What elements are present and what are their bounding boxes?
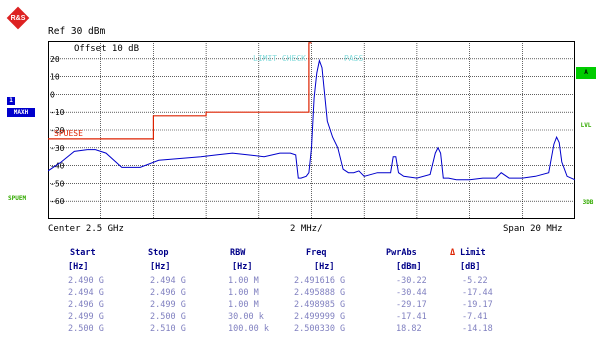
lvl-label: LVL [580,122,592,129]
table-cell: -17.41 [396,312,427,322]
table-cell: 2.500 G [150,312,186,322]
table-cell: -5.22 [462,276,488,286]
three-db-label: 3DB [582,199,594,206]
table-cell: 2.495888 G [294,288,346,298]
table-row: 2.499 G 2.500 G 30.00 k 2.499999 G -17.41 -7.… [62,312,582,324]
unit-rbw: [Hz] [232,262,253,272]
table-cell: 2.496 G [68,300,104,310]
logo-text: R&S [11,15,26,22]
limit-check-status: PASS [344,54,363,63]
rs-logo: R&S [4,4,32,32]
table-cell: 2.498985 G [294,300,346,310]
table-cell: 2.494 G [150,276,186,286]
table-header-row: Start Stop RBW Freq PwrAbs Δ Limit [62,248,582,260]
table-cell: -17.44 [462,288,493,298]
y-tick-label: -20 [50,126,65,135]
table-cell: 100.00 k [228,324,269,334]
y-tick-label: -50 [50,179,65,188]
grid [48,41,575,219]
col-pwrabs-header: PwrAbs [386,248,417,258]
trace-panel: 1 MAXH [7,97,47,117]
table-cell: 2.491616 G [294,276,346,286]
ref-level-label: Ref 30 dBm [48,26,106,37]
table-cell: -29.17 [396,300,427,310]
table-row: 2.500 G 2.510 G 100.00 k 2.500330 G 18.82 -14… [62,324,582,336]
offset-label: Offset 10 dB [74,44,139,54]
spectrum-svg: 20 10 0 -10 -20 -30 -40 -50 -60 Offset 10 dB LIM… [47,41,576,219]
trace-mode-badge[interactable]: MAXH [7,108,35,117]
y-tick-label: 10 [50,73,60,82]
col-start-header: Start [70,248,96,258]
col-stop-header: Stop [148,248,169,258]
table-cell: 2.499 G [68,312,104,322]
table-row: 2.490 G 2.494 G 1.00 M 2.491616 G -30.22 -5.2… [62,276,582,288]
y-tick-label: 0 [50,90,55,99]
marker-a-badge[interactable]: A [576,67,596,79]
table-row: 2.496 G 2.499 G 1.00 M 2.498985 G -29.17 -19.… [62,300,582,312]
table-cell: 1.00 M [228,288,259,298]
y-tick-label: -30 [50,144,65,153]
unit-limit: [dB] [460,262,481,272]
y-ticks: 20 10 0 -10 -20 -30 -40 -50 -60 [50,55,65,206]
limit-check-label: LIMIT CHECK [253,54,306,63]
table-cell: -30.22 [396,276,427,286]
unit-stop: [Hz] [150,262,171,272]
table-cell: 2.499999 G [294,312,346,322]
table-cell: 30.00 k [228,312,264,322]
col-limit-header: Limit [460,248,486,258]
table-cell: 2.510 G [150,324,186,334]
table-cell: 2.500330 G [294,324,346,334]
limit-line-label: SPUESE [54,129,83,138]
limit-line-name-label: SPUEM [8,195,27,202]
spectrum-plot: 20 10 0 -10 -20 -30 -40 -50 -60 Offset 10 dB LIM… [47,41,576,219]
table-cell: -19.17 [462,300,493,310]
table-cell: 2.490 G [68,276,104,286]
table-row: 2.494 G 2.496 G 1.00 M 2.495888 G -30.44 -17.… [62,288,582,300]
spectrum-trace [47,58,576,181]
table-cell: 18.82 [396,324,422,334]
y-tick-label: -40 [50,162,65,171]
center-freq-label: Center 2.5 GHz [48,224,124,234]
col-freq-header: Freq [306,248,327,258]
table-cell: 2.500 G [68,324,104,334]
table-cell: 1.00 M [228,300,259,310]
limit-line [48,42,312,140]
y-tick-label: 20 [50,55,60,64]
trace-number-badge[interactable]: 1 [7,97,15,105]
table-units-row: [Hz] [Hz] [Hz] [Hz] [dBm] [dB] [62,262,582,274]
table-cell: 2.499 G [150,300,186,310]
table-cell: 2.494 G [68,288,104,298]
col-rbw-header: RBW [230,248,246,258]
delta-icon: Δ [450,248,456,258]
div-label: 2 MHz/ [290,224,323,234]
table-cell: 1.00 M [228,276,259,286]
table-cell: -14.18 [462,324,493,334]
table-cell: -7.41 [462,312,488,322]
unit-start: [Hz] [68,262,89,272]
y-tick-label: -10 [50,108,65,117]
unit-freq: [Hz] [314,262,335,272]
unit-pwrabs: [dBm] [396,262,422,272]
table-cell: 2.496 G [150,288,186,298]
span-label: Span 20 MHz [503,224,563,234]
table-cell: -30.44 [396,288,427,298]
y-tick-label: -60 [50,197,65,206]
